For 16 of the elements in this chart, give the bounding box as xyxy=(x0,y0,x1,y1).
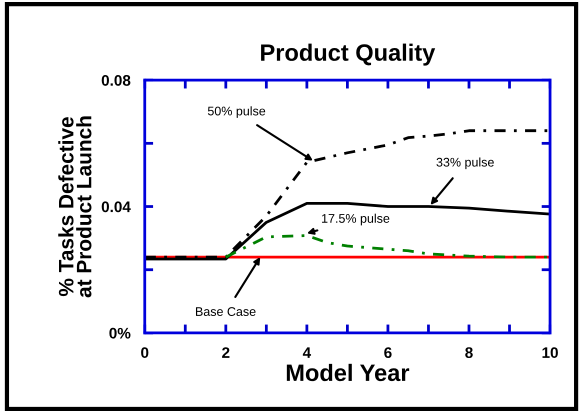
x-tick-label: 4 xyxy=(302,347,312,358)
chart-title: Product Quality xyxy=(261,44,436,66)
annotation: 17.5% pulse xyxy=(322,214,390,226)
x-tick-label: 0 xyxy=(141,347,148,358)
x-tick-label: 10 xyxy=(542,347,558,358)
y-axis-title: % Tasks Defective at Product Launch xyxy=(58,116,92,298)
y-tick-label: 0% xyxy=(109,328,130,339)
y-tick-label: 0.08 xyxy=(102,75,130,86)
x-axis-title: Model Year xyxy=(286,364,410,382)
annotation: 33% pulse xyxy=(436,157,494,170)
x-tick-label: 6 xyxy=(384,347,392,358)
x-tick-label: 8 xyxy=(465,347,473,358)
y-tick-label: 0.04 xyxy=(102,201,131,212)
x-tick-label: 2 xyxy=(222,347,230,358)
annotation: Base Case xyxy=(196,307,256,316)
annotation: 50% pulse xyxy=(208,106,266,118)
